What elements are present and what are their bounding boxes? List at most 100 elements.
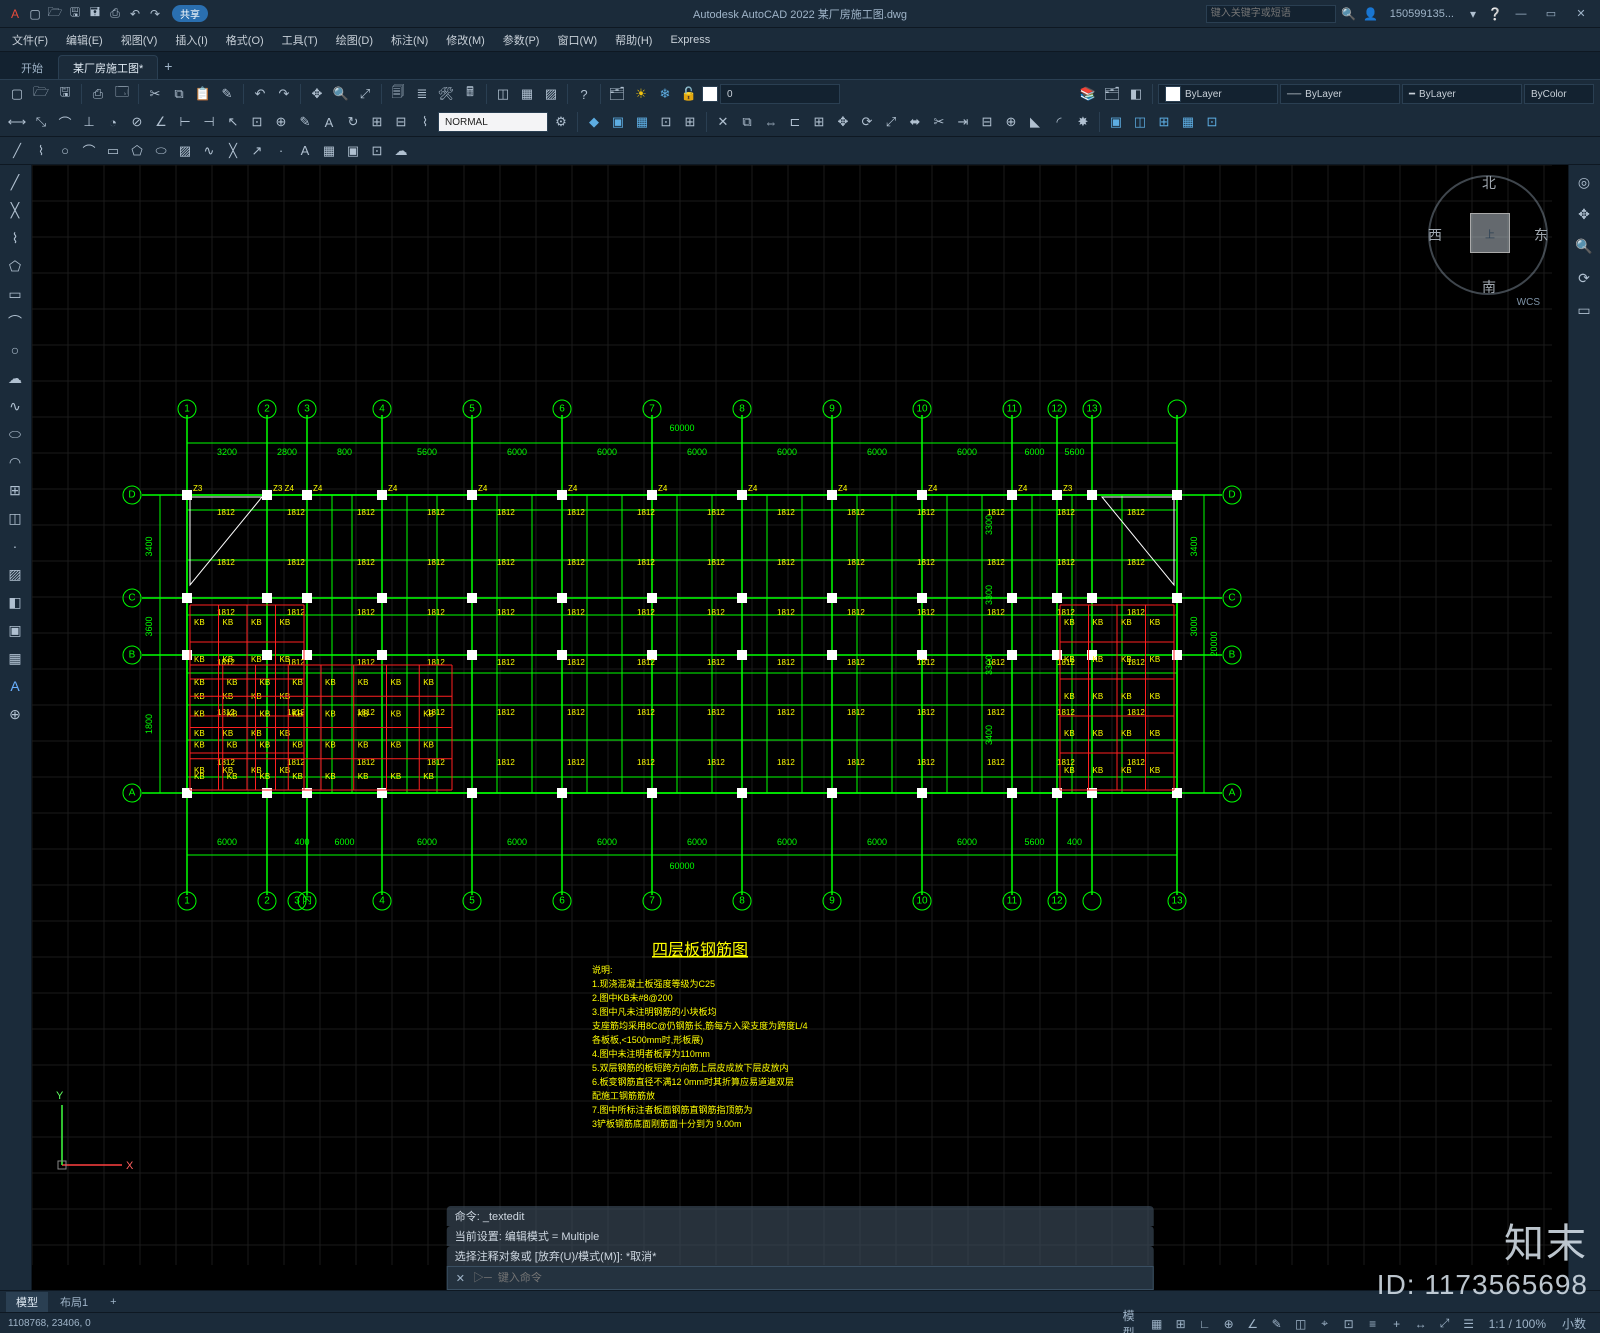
status-toggle-icon[interactable]: ▦ bbox=[1147, 1315, 1167, 1333]
hatch-tool-icon[interactable]: ▨ bbox=[2, 561, 28, 587]
explode-icon[interactable]: ✸ bbox=[1072, 111, 1094, 133]
status-toggle-icon[interactable]: ⌖ bbox=[1315, 1315, 1335, 1333]
redo-icon[interactable]: ↷ bbox=[273, 83, 295, 105]
close-button[interactable]: ✕ bbox=[1568, 4, 1594, 24]
rect-tool-icon[interactable]: ▭ bbox=[2, 281, 28, 307]
b1-icon[interactable]: ▣ bbox=[1105, 111, 1127, 133]
ellipse-tool-icon[interactable]: ⬭ bbox=[2, 421, 28, 447]
layers-icon[interactable]: 🗂 bbox=[606, 83, 628, 105]
zoom2-icon[interactable]: ⤢ bbox=[354, 83, 376, 105]
leader-icon[interactable]: ↖ bbox=[222, 111, 244, 133]
cut-icon[interactable]: ✂ bbox=[144, 83, 166, 105]
menu-item[interactable]: 工具(T) bbox=[274, 29, 326, 51]
status-toggle-icon[interactable]: ◫ bbox=[1291, 1315, 1311, 1333]
status-toggle-icon[interactable]: ⤢ bbox=[1435, 1315, 1455, 1333]
layermgr-icon[interactable]: 📚 bbox=[1077, 83, 1099, 105]
revcloud-tool-icon[interactable]: ☁ bbox=[2, 365, 28, 391]
new-icon[interactable]: ▢ bbox=[6, 83, 28, 105]
b2-icon[interactable]: ◫ bbox=[1129, 111, 1151, 133]
menu-item[interactable]: 编辑(E) bbox=[58, 29, 111, 51]
arc-tool-icon[interactable]: ⌒ bbox=[2, 309, 28, 335]
status-toggle-icon[interactable]: ≡ bbox=[1363, 1315, 1383, 1333]
navbar-pan-icon[interactable]: ✥ bbox=[1571, 201, 1597, 227]
new-tab-button[interactable]: + bbox=[158, 58, 178, 74]
cmd-close-icon[interactable]: ✕ bbox=[448, 1272, 473, 1285]
search-input[interactable] bbox=[1206, 5, 1336, 23]
dim-rad-icon[interactable]: ◔ bbox=[102, 111, 124, 133]
doc-tab[interactable]: 某厂房施工图* bbox=[58, 55, 158, 79]
rotate-icon[interactable]: ⟳ bbox=[856, 111, 878, 133]
mtext-icon[interactable]: A bbox=[294, 140, 316, 162]
table-tool-icon[interactable]: ▦ bbox=[2, 645, 28, 671]
dim-tedit-icon[interactable]: A bbox=[318, 111, 340, 133]
menu-item[interactable]: 参数(P) bbox=[495, 29, 548, 51]
block-icon[interactable]: ◫ bbox=[492, 83, 514, 105]
erase-icon[interactable]: ✕ bbox=[712, 111, 734, 133]
point-icon[interactable]: · bbox=[270, 140, 292, 162]
freeze-icon[interactable]: ❄ bbox=[654, 83, 676, 105]
copy2-icon[interactable]: ⧉ bbox=[736, 111, 758, 133]
region-icon[interactable]: ▣ bbox=[342, 140, 364, 162]
model-tab[interactable]: 模型 bbox=[6, 1292, 48, 1312]
cloud-icon[interactable]: ▾ bbox=[1464, 5, 1482, 23]
copy-icon[interactable]: ⧉ bbox=[168, 83, 190, 105]
ellipse-icon[interactable]: ⬭ bbox=[150, 140, 172, 162]
center-icon[interactable]: ⊕ bbox=[270, 111, 292, 133]
dim-aligned-icon[interactable]: ⤡ bbox=[30, 111, 52, 133]
viewcube-south[interactable]: 南 bbox=[1482, 277, 1496, 297]
menu-item[interactable]: 修改(M) bbox=[438, 29, 493, 51]
dim-dia-icon[interactable]: ⊘ bbox=[126, 111, 148, 133]
saveas-icon[interactable]: 🖬 bbox=[86, 5, 104, 23]
dim-edit-icon[interactable]: ✎ bbox=[294, 111, 316, 133]
region-tool-icon[interactable]: ▣ bbox=[2, 617, 28, 643]
chamfer-icon[interactable]: ◣ bbox=[1024, 111, 1046, 133]
jog-icon[interactable]: ⌇ bbox=[414, 111, 436, 133]
b5-icon[interactable]: ⊡ bbox=[1201, 111, 1223, 133]
scale-icon[interactable]: ⤢ bbox=[880, 111, 902, 133]
paste-icon[interactable]: 📋 bbox=[192, 83, 214, 105]
arc-icon[interactable]: ⌒ bbox=[78, 140, 100, 162]
array-icon[interactable]: ⊞ bbox=[808, 111, 830, 133]
qd-icon[interactable]: ⊞ bbox=[366, 111, 388, 133]
linetype-dropdown[interactable]: ──ByLayer bbox=[1280, 84, 1400, 104]
help-icon[interactable]: ? bbox=[573, 83, 595, 105]
table-icon[interactable]: ▦ bbox=[516, 83, 538, 105]
status-scale[interactable]: 1:1 / 100% bbox=[1483, 1315, 1552, 1333]
app-icon[interactable]: A bbox=[6, 5, 24, 23]
menu-item[interactable]: 文件(F) bbox=[4, 29, 56, 51]
menu-item[interactable]: 窗口(W) bbox=[549, 29, 605, 51]
status-toggle-icon[interactable]: ∠ bbox=[1243, 1315, 1263, 1333]
viewcube-east[interactable]: 东 bbox=[1534, 225, 1548, 245]
lock-icon[interactable]: 🔓 bbox=[678, 83, 700, 105]
menu-item[interactable]: 视图(V) bbox=[113, 29, 166, 51]
rev-icon[interactable]: ☁ bbox=[390, 140, 412, 162]
share-button[interactable]: 共享 bbox=[172, 5, 208, 22]
move-icon[interactable]: ✥ bbox=[832, 111, 854, 133]
rect-icon[interactable]: ▭ bbox=[102, 140, 124, 162]
m1-icon[interactable]: ◆ bbox=[583, 111, 605, 133]
status-dec[interactable]: 小数 bbox=[1556, 1315, 1592, 1333]
spline-icon[interactable]: ∿ bbox=[198, 140, 220, 162]
command-input[interactable] bbox=[473, 1272, 1152, 1284]
new-icon[interactable]: ▢ bbox=[26, 5, 44, 23]
pan-icon[interactable]: ✥ bbox=[306, 83, 328, 105]
fillet-icon[interactable]: ◜ bbox=[1048, 111, 1070, 133]
circle-tool-icon[interactable]: ○ bbox=[2, 337, 28, 363]
preview-icon[interactable]: 🗔 bbox=[111, 83, 133, 105]
m3-icon[interactable]: ▦ bbox=[631, 111, 653, 133]
hatch2-icon[interactable]: ▨ bbox=[174, 140, 196, 162]
ellarc-tool-icon[interactable]: ◠ bbox=[2, 449, 28, 475]
spline-tool-icon[interactable]: ∿ bbox=[2, 393, 28, 419]
break-icon[interactable]: ⊟ bbox=[390, 111, 412, 133]
navbar-show-icon[interactable]: ▭ bbox=[1571, 297, 1597, 323]
status-toggle-icon[interactable]: ✎ bbox=[1267, 1315, 1287, 1333]
status-toggle-icon[interactable]: + bbox=[1387, 1315, 1407, 1333]
navbar-zoom-icon[interactable]: 🔍 bbox=[1571, 233, 1597, 259]
match-icon[interactable]: ✎ bbox=[216, 83, 238, 105]
navbar-wheel-icon[interactable]: ◎ bbox=[1571, 169, 1597, 195]
status-toggle-icon[interactable]: ∟ bbox=[1195, 1315, 1215, 1333]
lineweight-dropdown[interactable]: ━ByLayer bbox=[1402, 84, 1522, 104]
ray-icon[interactable]: ↗ bbox=[246, 140, 268, 162]
layer-icon[interactable]: ≣ bbox=[411, 83, 433, 105]
navbar-orbit-icon[interactable]: ⟳ bbox=[1571, 265, 1597, 291]
